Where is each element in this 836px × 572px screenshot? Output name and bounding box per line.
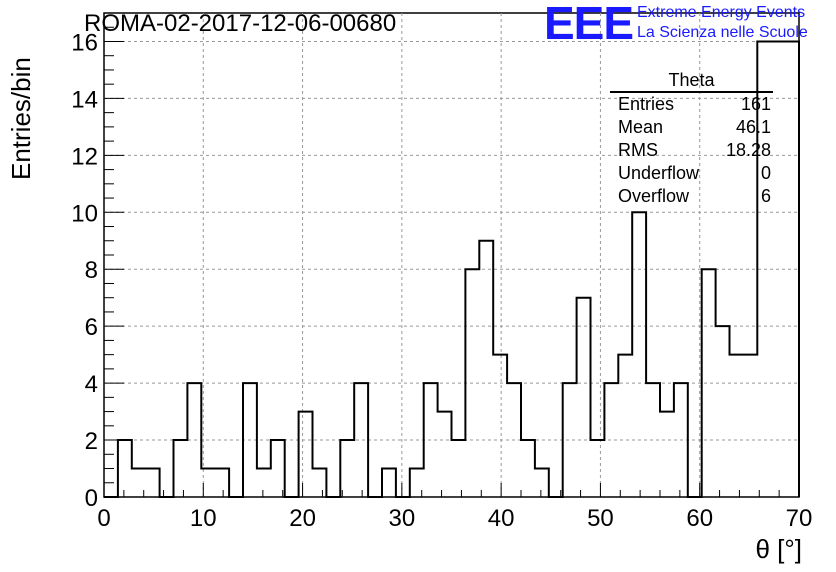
histogram-bin: [354, 383, 368, 497]
histogram-bin: [479, 241, 493, 497]
histogram-bin: [646, 383, 660, 497]
histogram-bin: [146, 469, 160, 497]
histogram-bin: [313, 469, 327, 497]
histogram-bin: [271, 440, 285, 497]
histogram-bin: [563, 383, 577, 497]
x-tick-label: 10: [190, 505, 217, 532]
histogram-bin: [632, 212, 646, 497]
histogram-bin: [174, 440, 188, 497]
x-tick-label: 20: [289, 505, 316, 532]
histogram-bin: [257, 469, 271, 497]
histogram-outline: [104, 40, 800, 498]
stats-row-mean: Mean 46.1: [610, 116, 773, 139]
stats-label: Overflow: [618, 186, 690, 206]
histogram-bin: [118, 440, 132, 497]
histogram-bin: [785, 41, 799, 497]
histogram-bin: [730, 355, 744, 497]
histogram-bin: [493, 355, 507, 497]
histogram-bin: [743, 355, 757, 497]
stats-value: 46.1: [735, 117, 771, 137]
y-tick-label: 0: [85, 485, 98, 512]
x-tick-label: 0: [97, 505, 110, 532]
y-tick-label: 16: [71, 29, 98, 56]
stats-row-underflow: Underflow 0: [610, 162, 773, 185]
run-title: ROMA-02-2017-12-06-00680: [84, 10, 397, 37]
x-tick-label: 50: [587, 505, 614, 532]
histogram-bin: [340, 440, 354, 497]
y-tick-label: 2: [85, 428, 98, 455]
histogram-bin: [132, 469, 146, 497]
y-tick-label: 6: [85, 314, 98, 341]
histogram-bin: [660, 412, 674, 497]
histogram-bin: [243, 383, 257, 497]
stats-row-overflow: Overflow 6: [610, 185, 773, 208]
histogram-bin: [382, 469, 396, 497]
x-tick-label: 40: [488, 505, 515, 532]
eee-logo: EEE: [544, 0, 634, 49]
stats-title: Theta: [610, 70, 773, 93]
stats-row-entries: Entries 161: [610, 93, 773, 116]
histogram-bin: [215, 469, 229, 497]
y-tick-label: 8: [85, 257, 98, 284]
histogram-bin: [716, 326, 730, 497]
stats-label: Underflow: [618, 163, 700, 183]
y-axis-label: Entries/bin: [6, 57, 36, 180]
histogram-bin: [438, 412, 452, 497]
stats-value: 0: [760, 163, 771, 183]
stats-label: Entries: [618, 94, 675, 114]
histogram-bin: [702, 269, 716, 497]
x-tick-label: 30: [389, 505, 416, 532]
stats-value: 18.28: [725, 140, 771, 160]
histogram-bin: [535, 469, 549, 497]
histogram-bin: [299, 412, 313, 497]
x-tick-label: 60: [686, 505, 713, 532]
histogram-bin: [465, 269, 479, 497]
histogram-bin: [187, 383, 201, 497]
histogram-bin: [410, 469, 424, 497]
histogram-bin: [507, 383, 521, 497]
histogram-bin: [618, 355, 632, 497]
y-tick-label: 12: [71, 143, 98, 170]
stats-row-rms: RMS 18.28: [610, 139, 773, 162]
stats-label: RMS: [618, 140, 658, 160]
y-tick-label: 4: [85, 371, 98, 398]
y-tick-label: 10: [71, 200, 98, 227]
logo-caption-line2: La Scienza nelle Scuole: [637, 24, 808, 41]
stats-value: 161: [740, 94, 771, 114]
histogram-bin: [424, 383, 438, 497]
histogram-bin: [521, 440, 535, 497]
stats-value: 6: [760, 186, 771, 206]
histogram-bin: [201, 469, 215, 497]
logo-caption-line1: Extreme Energy Events: [637, 4, 806, 21]
histogram-bin: [604, 383, 618, 497]
stats-label: Mean: [618, 117, 664, 137]
histogram-bin: [591, 440, 605, 497]
y-tick-label: 14: [71, 86, 98, 113]
x-tick-label: 70: [786, 505, 813, 532]
histogram-bin: [577, 298, 591, 497]
histogram-bin: [674, 383, 688, 497]
logo-caption: Extreme Energy Events La Scienza nelle S…: [637, 3, 808, 43]
histogram-bin: [771, 41, 785, 497]
stats-box: Theta Entries 161 Mean 46.1 RMS 18.28 Un…: [610, 70, 773, 208]
histogram-bin: [452, 440, 466, 497]
x-axis-label: θ [°]: [755, 534, 802, 564]
